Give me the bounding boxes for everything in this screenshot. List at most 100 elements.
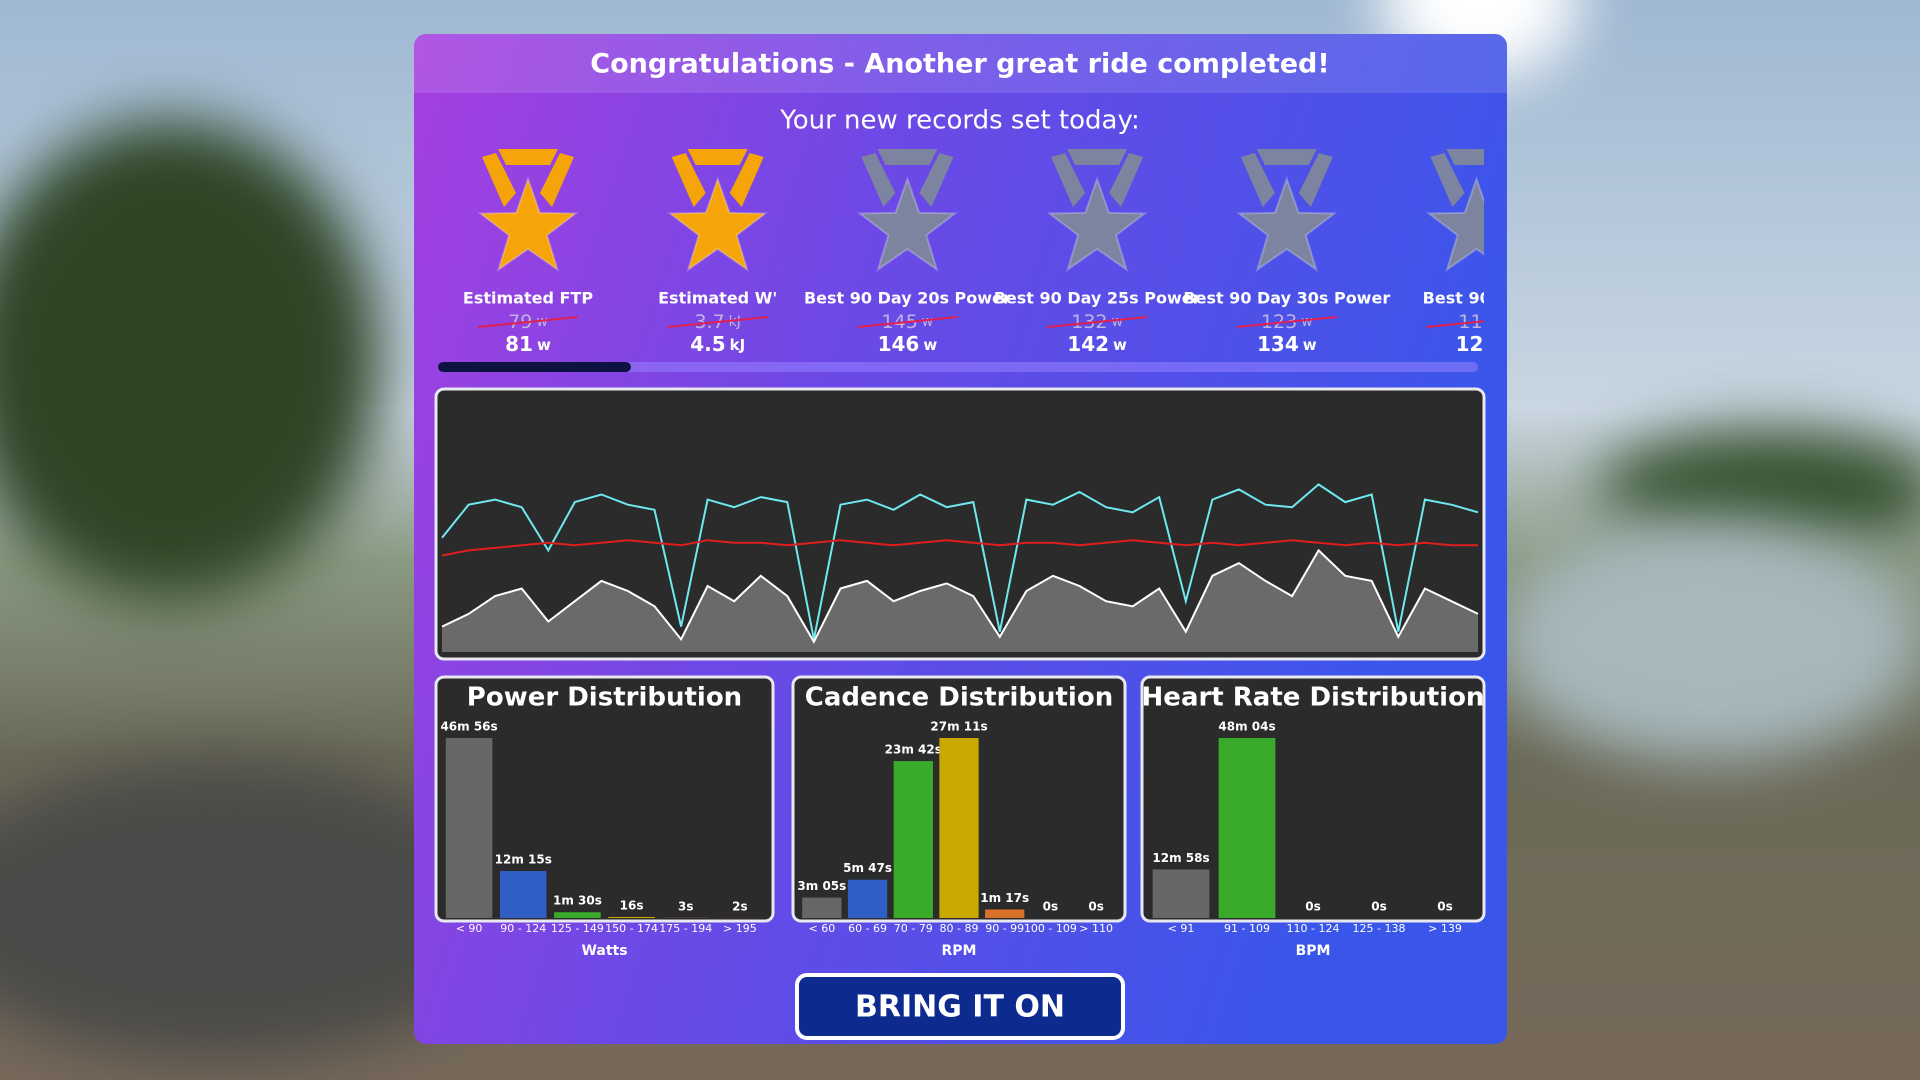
- old-unit: w: [922, 314, 933, 330]
- new-number: 122: [1456, 332, 1498, 356]
- medal-ribbon: [1051, 153, 1086, 207]
- button-label[interactable]: BRING IT ON: [855, 990, 1065, 1025]
- medal-star: [1236, 175, 1338, 272]
- bar-label: 48m 04s: [1218, 720, 1275, 734]
- medal-star: [477, 175, 579, 272]
- medal-ribbon: [540, 153, 574, 207]
- new-unit: w: [1303, 336, 1317, 354]
- category-label: 125 - 149: [551, 922, 604, 935]
- medal-ribbon: [671, 153, 706, 207]
- medal-ribbon: [877, 149, 938, 165]
- medal-ribbon: [1298, 153, 1333, 207]
- new-number: 146: [878, 332, 920, 356]
- category-label: > 139: [1428, 922, 1462, 935]
- dist-bar: [893, 761, 933, 918]
- category-label: < 60: [808, 922, 835, 935]
- medal-ribbon: [729, 153, 764, 207]
- medal-ribbon: [1256, 149, 1317, 165]
- dist-bar: [1152, 869, 1210, 918]
- dist-bar: [847, 879, 888, 918]
- trace-line: [441, 483, 1479, 640]
- old-unit: w: [536, 314, 547, 330]
- medal-ribbon: [1446, 149, 1484, 165]
- old-number: 3.7: [694, 311, 724, 333]
- axis-label: BPM: [1296, 943, 1331, 959]
- new-value: 134 w: [1257, 332, 1317, 356]
- strike: [1236, 316, 1337, 328]
- button-bg[interactable]: [795, 973, 1125, 1040]
- record-name: Best 90 Day: [1423, 289, 1531, 308]
- old-number: 117: [1458, 311, 1494, 333]
- trace-line: [441, 548, 1479, 644]
- dist-bar: [608, 916, 655, 918]
- header-bar: [414, 34, 1507, 93]
- medal-ribbon: [919, 153, 954, 207]
- dist-bar: [985, 909, 1025, 918]
- new-value: 4.5 kJ: [690, 332, 745, 356]
- bar-label: 0s: [1043, 900, 1059, 914]
- dist-bar: [939, 738, 979, 918]
- medal-ribbon: [482, 153, 516, 207]
- bar-label: 12m 58s: [1152, 851, 1209, 865]
- button[interactable]: BRING IT ON: [795, 973, 1125, 1040]
- category-label: 150 - 174: [605, 922, 658, 935]
- medal-ribbon: [687, 149, 748, 165]
- title: Congratulations - Another great ride com…: [590, 49, 1329, 80]
- category-label: < 91: [1168, 922, 1195, 935]
- category-label: 100 - 109: [1024, 922, 1077, 935]
- medal-ribbon: [1109, 153, 1144, 207]
- old-number: 123: [1261, 311, 1297, 333]
- carousel-track: [438, 362, 1478, 372]
- category-label: > 110: [1079, 922, 1113, 935]
- record: Best 90 Day 117122: [1423, 149, 1531, 356]
- record-name: Estimated W': [658, 289, 777, 308]
- record-name: Best 90 Day 30s Power: [1183, 289, 1390, 308]
- new-number: 134: [1257, 332, 1299, 356]
- medal-ribbon: [1430, 153, 1465, 207]
- new-unit: w: [923, 336, 937, 354]
- subtitle: Your new records set today:: [779, 106, 1139, 136]
- axis-label: RPM: [942, 943, 977, 959]
- new-value: 146 w: [878, 332, 938, 356]
- dist-bar: [802, 897, 842, 918]
- bar-label: 12m 15s: [495, 853, 552, 867]
- medal-star: [856, 175, 958, 272]
- strike: [1047, 316, 1148, 328]
- dist-title: Power Distribution: [467, 683, 742, 713]
- bar-label: 1m 30s: [553, 894, 602, 908]
- bar-label: 3s: [678, 899, 694, 913]
- category-label: 91 - 109: [1224, 922, 1270, 935]
- new-value: 122: [1456, 332, 1498, 356]
- medal-star: [1046, 175, 1148, 272]
- dist-title: Cadence Distribution: [805, 683, 1113, 713]
- record-name: Best 90 Day 25s Power: [994, 289, 1201, 308]
- bar-label: 27m 11s: [930, 720, 987, 734]
- strike: [667, 316, 768, 328]
- record: Estimated W'3.7 kJ4.5 kJ: [658, 149, 777, 356]
- old-unit: kJ: [729, 314, 741, 330]
- new-unit: kJ: [730, 336, 746, 354]
- bar-label: 0s: [1371, 900, 1387, 914]
- category-label: 60 - 69: [848, 922, 887, 935]
- bar-label: 23m 42s: [885, 743, 942, 757]
- category-label: 110 - 124: [1287, 922, 1340, 935]
- strike: [1426, 320, 1484, 328]
- dist-box: [434, 675, 775, 923]
- old-unit: w: [1112, 314, 1123, 330]
- medal-ribbon: [498, 149, 558, 165]
- old-number: 132: [1071, 311, 1107, 333]
- old-number: 79: [508, 311, 532, 333]
- old-value: 3.7 kJ: [694, 311, 740, 333]
- category-label: 80 - 89: [940, 922, 979, 935]
- dist-bar: [445, 738, 493, 918]
- category-label: 90 - 124: [500, 922, 546, 935]
- bar-label: 16s: [620, 898, 644, 912]
- old-value: 123 w: [1261, 311, 1313, 333]
